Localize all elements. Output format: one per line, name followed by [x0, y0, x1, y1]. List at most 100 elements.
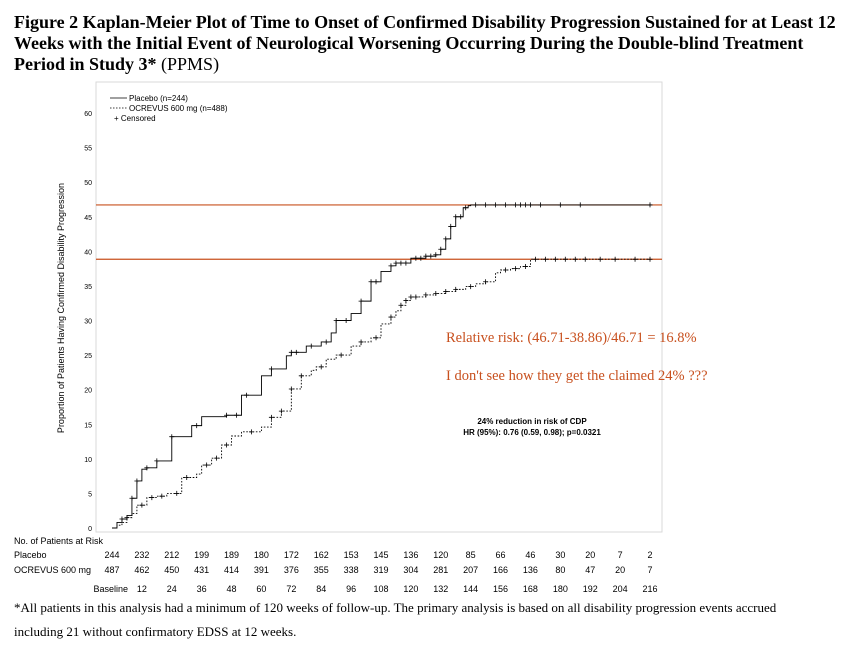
x-tick-label: 12 — [137, 584, 147, 594]
relative-risk-annotation: Relative risk: (46.71-38.86)/46.71 = 16.… — [446, 330, 697, 346]
y-axis: 0 5 10 15 20 25 30 35 40 45 50 55 60 — [84, 111, 92, 533]
censored-mark — [403, 297, 409, 303]
risk-table-value: 20 — [585, 550, 595, 560]
censored-mark — [288, 349, 294, 355]
censored-mark — [358, 339, 364, 345]
risk-table-value: 487 — [104, 565, 119, 575]
risk-table-value: 136 — [403, 550, 418, 560]
censored-mark — [398, 260, 404, 266]
risk-reduction-text: 24% reduction in risk of CDP — [477, 417, 587, 426]
censored-mark — [572, 256, 578, 262]
risk-table-value: 212 — [164, 550, 179, 560]
censored-mark — [433, 291, 439, 297]
censored-mark — [527, 202, 533, 208]
risk-table-value: 136 — [523, 565, 538, 575]
censored-mark — [333, 318, 339, 323]
risk-table-value: 180 — [254, 550, 269, 560]
reference-lines — [96, 204, 662, 260]
risk-table-value: 376 — [284, 565, 299, 575]
censored-mark — [234, 412, 240, 418]
censored-mark — [338, 352, 344, 358]
censored-mark — [542, 256, 548, 262]
risk-table-value: 7 — [647, 565, 652, 575]
legend: Placebo (n=244) OCREVUS 600 mg (n=488) +… — [110, 94, 228, 123]
y-tick-label: 40 — [84, 249, 92, 256]
risk-table-values: 244 232 212 199 189 180 172 162 153 145 136 120 85 66… — [104, 550, 652, 575]
censored-mark — [403, 260, 409, 266]
censored-mark — [632, 256, 638, 262]
censored-mark — [453, 214, 459, 220]
censored-mark — [423, 253, 429, 259]
censored-mark — [483, 279, 489, 285]
km-curves — [112, 202, 653, 529]
risk-table-value: 162 — [314, 550, 329, 560]
censored-mark — [144, 465, 150, 471]
censored-mark — [413, 294, 419, 300]
risk-table-value: 145 — [373, 550, 388, 560]
censored-mark — [453, 286, 459, 292]
censored-mark — [388, 263, 394, 269]
risk-table-value: 20 — [615, 565, 625, 575]
censored-mark — [612, 256, 618, 262]
risk-table-value: 199 — [194, 550, 209, 560]
risk-table-value: 120 — [433, 550, 448, 560]
censored-mark — [423, 292, 429, 298]
censored-mark — [244, 392, 249, 398]
x-tick-label: 192 — [583, 584, 598, 594]
x-axis-tick-labels: Baseline 12 24 36 48 60 72 84 96 108 120 132 144 156 1… — [93, 584, 657, 594]
x-tick-label: 168 — [523, 584, 538, 594]
censored-mark — [393, 260, 399, 266]
censored-mark — [268, 366, 274, 372]
figure-title-suffix: (PPMS) — [156, 54, 220, 74]
risk-table-value: 355 — [314, 565, 329, 575]
censored-mark — [483, 202, 489, 208]
x-tick-label: 48 — [227, 584, 237, 594]
censored-mark — [298, 373, 304, 379]
censored-mark — [438, 246, 444, 252]
risk-table-value: 153 — [344, 550, 359, 560]
x-tick-label: 36 — [197, 584, 207, 594]
hazard-ratio-text: HR (95%): 0.76 (0.59, 0.98); p=0.0321 — [463, 428, 601, 437]
censored-mark — [418, 255, 424, 261]
x-tick-label: 120 — [403, 584, 418, 594]
censored-mark — [443, 236, 449, 242]
censored-mark — [463, 205, 469, 211]
censored-mark — [169, 434, 175, 440]
question-annotation: I don't see how they get the claimed 24%… — [446, 368, 708, 384]
risk-table-value: 80 — [555, 565, 565, 575]
legend-ocrevus-label: OCREVUS 600 mg (n=488) — [129, 104, 228, 113]
risk-table-value: 189 — [224, 550, 239, 560]
censored-mark — [513, 266, 518, 272]
censored-mark — [493, 202, 499, 208]
censored-mark — [408, 294, 414, 300]
censored-mark — [388, 314, 394, 320]
y-tick-label: 25 — [84, 353, 92, 360]
censored-mark — [343, 318, 349, 323]
censored-mark — [557, 202, 563, 208]
censored-mark — [647, 202, 653, 208]
risk-table-value: 338 — [344, 565, 359, 575]
ocrevus-curve — [112, 258, 650, 529]
risk-table-value: 319 — [373, 565, 388, 575]
censored-mark — [468, 284, 474, 290]
risk-table-header: No. of Patients at Risk — [14, 536, 104, 546]
censored-mark — [194, 423, 200, 429]
censored-mark — [204, 462, 210, 468]
plot-frame — [95, 81, 663, 533]
y-tick-label: 20 — [84, 388, 92, 395]
risk-table-value: 7 — [618, 550, 623, 560]
censored-mark — [413, 255, 419, 261]
risk-table-value: 46 — [525, 550, 535, 560]
censored-mark — [154, 458, 160, 464]
censored-mark — [373, 335, 379, 341]
risk-row-ocrevus-label: OCREVUS 600 mg — [14, 565, 91, 575]
y-tick-label: 45 — [84, 215, 92, 222]
censored-mark — [174, 490, 180, 496]
censored-mark — [288, 386, 294, 392]
censored-mark — [139, 502, 145, 508]
y-tick-label: 5 — [88, 491, 92, 498]
legend-censored-label: + Censored — [114, 114, 156, 123]
risk-table-value: 232 — [134, 550, 149, 560]
censored-mark — [513, 202, 518, 208]
